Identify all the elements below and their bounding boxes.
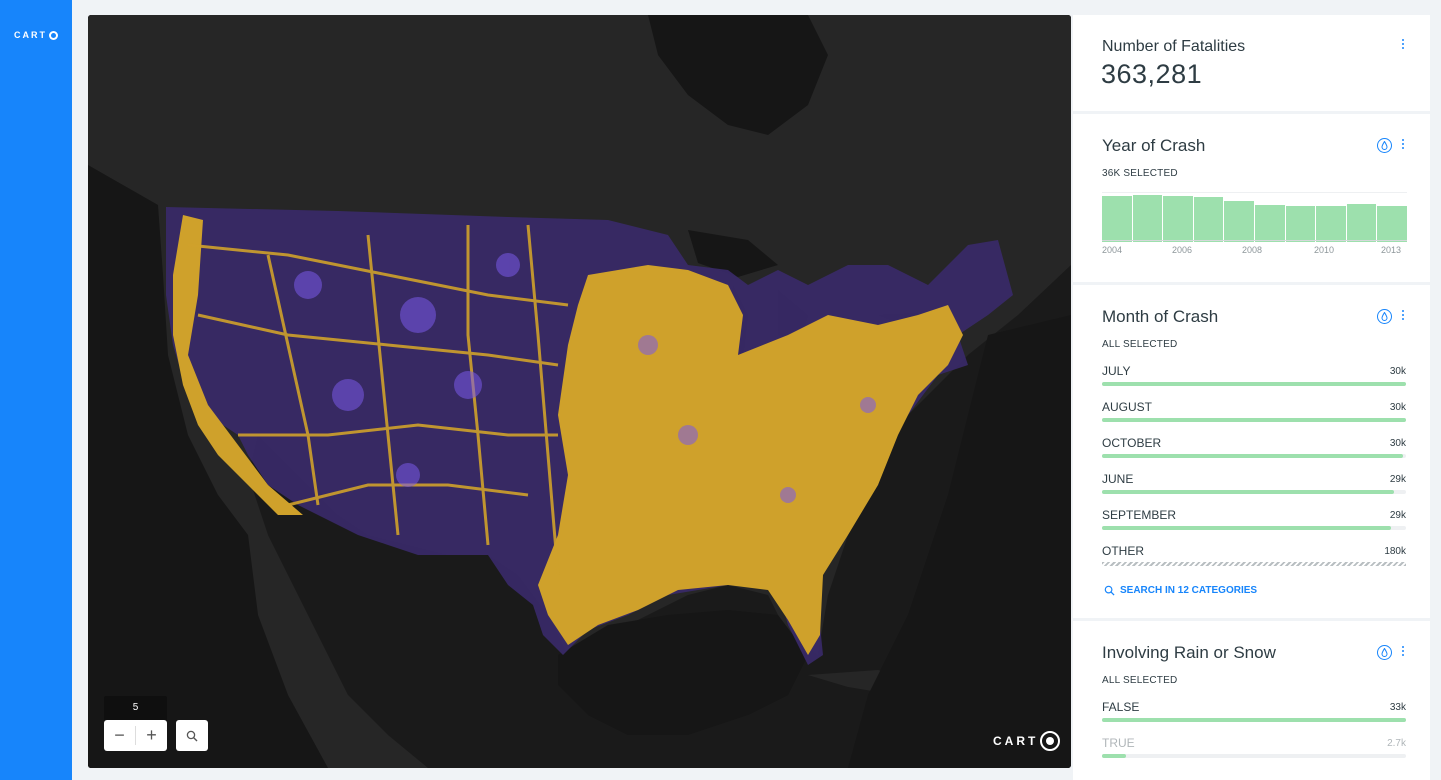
search-icon [186, 730, 198, 741]
us-density-speckle [294, 253, 876, 503]
category-name: OTHER [1102, 544, 1144, 558]
histogram-gridline [1102, 192, 1407, 193]
category-value: 33k [1389, 702, 1406, 713]
us-density-east [538, 265, 963, 655]
category-bar [1102, 418, 1406, 422]
map-carto-logo: CART [993, 731, 1061, 751]
zoom-divider [135, 726, 136, 745]
histogram-bar[interactable] [1316, 205, 1346, 242]
zoom-controls: − + [104, 720, 167, 751]
category-bar [1102, 754, 1127, 758]
rain-subtitle: ALL SELECTED [1102, 675, 1178, 686]
search-icon [1104, 585, 1115, 596]
category-value: 30k [1389, 402, 1406, 413]
pacific [88, 165, 328, 768]
month-title: Month of Crash [1102, 307, 1219, 326]
category-name: FALSE [1102, 700, 1140, 714]
category-track [1102, 754, 1406, 758]
category-track [1102, 718, 1406, 722]
category-track [1102, 382, 1406, 386]
fatalities-menu-icon[interactable] [1402, 39, 1406, 49]
category-track [1102, 454, 1406, 458]
histogram-label: 2006 [1172, 245, 1193, 255]
search-categories-label: SEARCH IN 12 CATEGORIES [1120, 585, 1258, 596]
rain-color-icon[interactable] [1377, 645, 1392, 660]
us-density-west-coast [173, 215, 303, 515]
year-color-icon[interactable] [1377, 138, 1392, 153]
month-color-icon[interactable] [1377, 309, 1392, 324]
histogram-bar[interactable] [1346, 204, 1377, 242]
year-title: Year of Crash [1102, 136, 1206, 155]
category-bar [1102, 490, 1394, 494]
category-name: AUGUST [1102, 400, 1153, 414]
year-histogram[interactable] [1102, 192, 1407, 242]
carto-ring-icon [1040, 731, 1061, 751]
category-name: SEPTEMBER [1102, 508, 1177, 522]
hudson-bay [648, 15, 828, 135]
us-highway-network [187, 224, 569, 576]
category-value: 30k [1389, 438, 1406, 449]
histogram-bar[interactable] [1102, 195, 1132, 242]
category-value: 180k [1384, 546, 1406, 557]
histogram-bar[interactable] [1285, 205, 1316, 242]
category-track [1102, 562, 1406, 566]
category-bar [1102, 382, 1406, 386]
category-bar [1102, 526, 1391, 530]
map-search-button[interactable] [176, 720, 208, 751]
carto-logo-dot-icon [49, 30, 58, 40]
histogram-bar[interactable] [1255, 204, 1285, 242]
widgets-panel: Number of Fatalities 363,281 Year of Cra… [1073, 15, 1430, 780]
year-subtitle: 36K SELECTED [1102, 168, 1178, 179]
map-canvas[interactable] [88, 15, 1071, 768]
atlantic [848, 315, 1071, 768]
fatalities-widget: Number of Fatalities 363,281 [1073, 15, 1430, 111]
histogram-label: 2008 [1242, 245, 1263, 255]
category-name: OCTOBER [1102, 436, 1162, 450]
histogram-bar[interactable] [1377, 205, 1407, 242]
left-sidebar: CART [0, 0, 72, 780]
category-value: 30k [1389, 366, 1406, 377]
rain-menu-icon[interactable] [1402, 646, 1406, 656]
category-bar [1102, 454, 1403, 458]
histogram-bar[interactable] [1163, 195, 1193, 242]
zoom-out-button[interactable]: − [114, 725, 125, 745]
carto-logo[interactable]: CART [14, 30, 58, 40]
histogram-label: 2010 [1314, 245, 1335, 255]
search-categories-link[interactable]: SEARCH IN 12 CATEGORIES [1104, 585, 1257, 596]
zoom-level-display: 5 [104, 696, 167, 720]
rain-widget: Involving Rain or Snow ALL SELECTED FALS… [1073, 621, 1430, 780]
category-value: 29k [1389, 474, 1406, 485]
category-name: TRUE [1102, 736, 1135, 750]
year-menu-icon[interactable] [1402, 139, 1406, 149]
zoom-in-button[interactable]: + [146, 725, 157, 745]
category-name: JULY [1102, 364, 1131, 378]
category-bar [1102, 718, 1406, 722]
category-track [1102, 526, 1406, 530]
month-menu-icon[interactable] [1402, 310, 1406, 320]
carto-logo-text: CART [14, 30, 47, 40]
fatalities-title: Number of Fatalities [1102, 38, 1246, 55]
histogram-label: 2013 [1381, 245, 1402, 255]
map-carto-logo-text: CART [993, 734, 1039, 748]
month-subtitle: ALL SELECTED [1102, 339, 1178, 350]
category-name: JUNE [1102, 472, 1134, 486]
histogram-bar[interactable] [1224, 200, 1254, 242]
gulf-of-mexico [558, 610, 808, 735]
rain-title: Involving Rain or Snow [1102, 643, 1276, 662]
fatalities-value: 363,281 [1101, 59, 1203, 89]
histogram-bar[interactable] [1132, 194, 1163, 242]
category-track [1102, 418, 1406, 422]
category-track [1102, 490, 1406, 494]
category-value: 29k [1389, 510, 1406, 521]
month-widget: Month of Crash ALL SELECTED JULY 30k AUG… [1073, 285, 1430, 618]
histogram-label: 2004 [1102, 245, 1123, 255]
category-bar-other [1102, 562, 1406, 566]
histogram-bar[interactable] [1193, 197, 1224, 242]
histogram-axis [1102, 240, 1407, 241]
map-basemap [88, 15, 1071, 768]
year-widget: Year of Crash 36K SELECTED [1073, 114, 1430, 282]
category-value: 2.7k [1387, 738, 1406, 749]
